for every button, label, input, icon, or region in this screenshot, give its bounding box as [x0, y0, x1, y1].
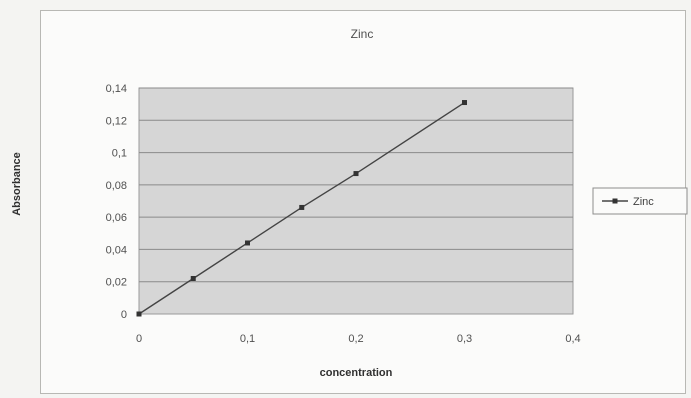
series-line: [138, 101, 465, 315]
gridlines: [139, 87, 573, 283]
data-point: [245, 240, 250, 246]
x-tick-label: 0: [136, 333, 142, 345]
y-tick-label: 0: [121, 309, 127, 321]
tick-labels: 0 0,02 0,04 0,06 0,08 0,1 0,12 0,14 0 0,1 0,2 0,3 0,…: [106, 83, 581, 345]
data-point: [190, 275, 196, 281]
y-tick-label: 0,1: [112, 148, 127, 160]
x-tick-label: 0,4: [565, 333, 580, 345]
data-point: [462, 100, 467, 106]
data-point: [353, 171, 359, 177]
y-tick-label: 0,14: [106, 83, 127, 95]
y-tick-label: 0,04: [106, 244, 127, 256]
legend-label-zinc: Zinc: [633, 196, 654, 208]
y-tick-label: 0,08: [106, 180, 127, 192]
chart-title: Zinc: [351, 27, 374, 41]
plot-area: [138, 87, 574, 315]
x-tick-label: 0,3: [457, 333, 472, 345]
data-point: [136, 311, 142, 317]
series-zinc: [136, 100, 467, 317]
legend: Zinc: [592, 187, 688, 215]
y-tick-label: 0,06: [106, 212, 127, 224]
x-axis-label: concentration: [320, 367, 393, 379]
y-axis-label: Absorbance: [11, 152, 23, 216]
x-tick-label: 0,2: [348, 333, 363, 345]
x-tick-label: 0,1: [240, 333, 255, 345]
legend-marker: [612, 198, 618, 204]
data-point: [299, 204, 305, 210]
y-tick-label: 0,12: [106, 115, 127, 127]
y-tick-label: 0,02: [106, 277, 127, 289]
